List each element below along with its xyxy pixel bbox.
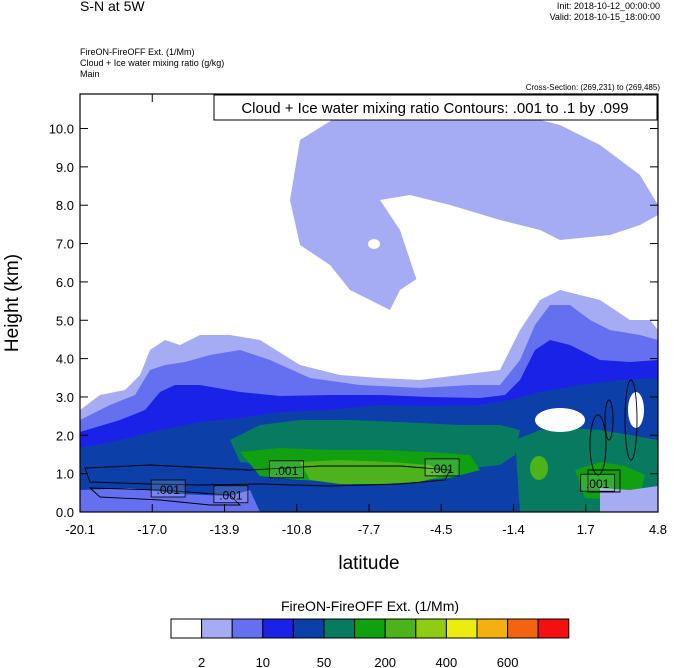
colorbar-title: FireON-FireOFF Ext. (1/Mm) [281,598,459,614]
contour-label: .001 [219,489,243,503]
y-tick-label: 5.0 [56,313,74,328]
page-title: S-N at 5W [80,0,145,14]
field-ext: FireON-FireOFF Ext. (1/Mm) [80,47,195,57]
colorbar-box [354,618,386,639]
colorbar-box [384,618,417,639]
colorbar-box [231,618,264,639]
colorbar-label: 10 [256,655,270,668]
y-tick-label: 10.0 [49,122,74,137]
cloud-contour-line [84,464,451,487]
colorbar-label: 50 [317,655,331,668]
cloud-contour-line [624,379,638,461]
cloud-contour-line [604,399,614,441]
fill-ext-cloud-gap [535,408,585,432]
colorbar-box [323,618,356,639]
y-tick-label: 2.0 [56,428,74,443]
colorbar-box [292,618,325,639]
y-tick-label: 6.0 [56,275,74,290]
colorbar-label: 400 [436,655,458,668]
contour-label-box [213,485,249,504]
contour-labels: .001 .001 .001 .001 .001 [150,458,616,504]
x-tick-label: 1.7 [577,522,595,537]
colorbar-label: 600 [497,655,519,668]
x-tick-label: -13.9 [210,522,240,537]
contour-label: .001 [275,464,299,478]
chart-title: Cloud + Ice water mixing ratio Contours:… [241,100,628,117]
colorbar-box [170,618,203,639]
y-tick-label: 1.0 [56,467,74,482]
x-tick-label: -17.0 [137,522,167,537]
colorbar-box [415,618,447,639]
axis-ticks: -20.1 -17.0 -13.9 -10.8 -7.7 -4.5 -1.4 1.7 4.8 0.… [49,94,667,537]
fill-ext-gap [380,195,560,350]
y-tick-label: 8.0 [56,198,74,213]
init-time: Init: 2018-10-12_00:00:00 [556,1,660,11]
chart-title-box [213,94,658,121]
contour-label: .001 [430,462,454,476]
contour-label-box [150,479,186,498]
x-tick-label: -10.8 [282,522,312,537]
field-cloud: Cloud + Ice water mixing ratio (g/kg) [80,58,225,68]
x-tick-label: -1.4 [502,522,524,537]
y-tick-label: 9.0 [56,160,74,175]
cloud-contour-line [587,469,621,493]
x-tick-label: -7.7 [358,522,380,537]
colorbar-box [476,618,509,639]
fill-ext-300b [530,456,548,480]
fill-ext-hole [368,239,380,249]
field-domain: Main [80,69,100,79]
colorbar-box [262,618,294,639]
colorbar-label: 200 [374,655,396,668]
x-tick-label: -20.1 [65,522,95,537]
y-tick-label: 3.0 [56,390,74,405]
contour-label-box [269,460,304,479]
field-descriptions: FireON-FireOFF Ext. (1/Mm) Cloud + Ice w… [80,47,224,80]
fill-ext-cloud-gap2 [628,392,644,428]
y-tick-label: 7.0 [56,237,74,252]
fill-ext-surface [80,488,260,512]
valid-time: Valid: 2018-10-15_18:00:00 [549,12,660,22]
fill-ext-surface-b [600,486,658,512]
y-axis-title: Height (km) [2,254,23,352]
colorbar-label: 2 [198,655,205,668]
contour-label: .001 [157,483,181,497]
colorbar-box [201,618,233,639]
y-tick-label: 4.0 [56,352,74,367]
cross-section-label: Cross-Section: (269,231) to (269,485) [525,83,660,92]
colorbar-box [537,618,570,639]
contour-label-box [580,473,616,492]
fill-ext-upper [290,106,658,310]
x-axis-title: latitude [338,553,399,574]
x-tick-label: -4.5 [430,522,452,537]
contour-label-box [424,458,460,477]
colorbar-box [445,618,478,639]
colorbar-box [507,618,539,639]
colorbar: 2 10 50 200 400 600 [170,618,570,668]
contour-label: .001 [586,477,610,491]
x-tick-label: 4.8 [649,522,667,537]
run-time-info: Init: 2018-10-12_00:00:00 Valid: 2018-10… [550,1,660,23]
y-tick-label: 0.0 [56,505,74,520]
extinction-fill [80,106,658,512]
